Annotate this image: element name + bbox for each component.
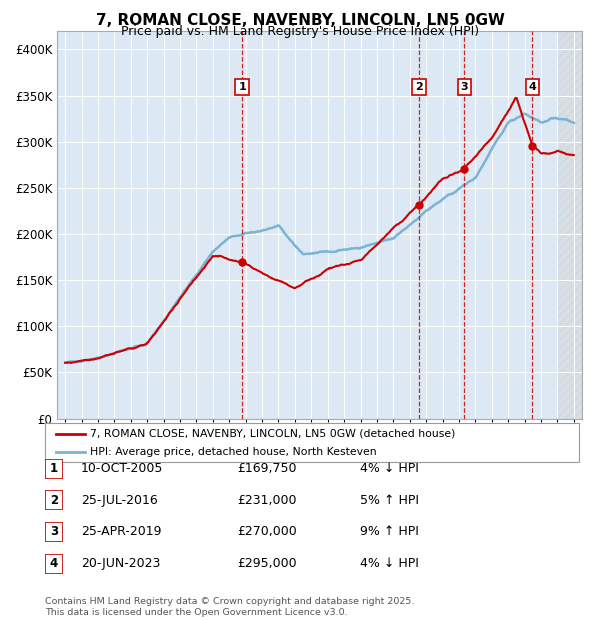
FancyBboxPatch shape bbox=[45, 423, 579, 462]
Text: 25-APR-2019: 25-APR-2019 bbox=[81, 526, 161, 538]
Text: 3: 3 bbox=[460, 82, 468, 92]
Text: £231,000: £231,000 bbox=[237, 494, 296, 507]
Text: Contains HM Land Registry data © Crown copyright and database right 2025.
This d: Contains HM Land Registry data © Crown c… bbox=[45, 598, 415, 617]
Text: 4% ↓ HPI: 4% ↓ HPI bbox=[360, 557, 419, 570]
FancyBboxPatch shape bbox=[45, 554, 63, 574]
Text: 5% ↑ HPI: 5% ↑ HPI bbox=[360, 494, 419, 507]
Text: HPI: Average price, detached house, North Kesteven: HPI: Average price, detached house, Nort… bbox=[91, 446, 377, 456]
Text: 2: 2 bbox=[415, 82, 423, 92]
Text: £295,000: £295,000 bbox=[237, 557, 296, 570]
Bar bbox=[557, 31, 582, 418]
Text: Price paid vs. HM Land Registry's House Price Index (HPI): Price paid vs. HM Land Registry's House … bbox=[121, 25, 479, 38]
FancyBboxPatch shape bbox=[45, 490, 63, 510]
Text: 1: 1 bbox=[50, 463, 58, 475]
Text: 7, ROMAN CLOSE, NAVENBY, LINCOLN, LN5 0GW: 7, ROMAN CLOSE, NAVENBY, LINCOLN, LN5 0G… bbox=[95, 13, 505, 28]
Text: 25-JUL-2016: 25-JUL-2016 bbox=[81, 494, 158, 507]
Text: £169,750: £169,750 bbox=[237, 463, 296, 475]
Text: 1: 1 bbox=[238, 82, 246, 92]
Text: 10-OCT-2005: 10-OCT-2005 bbox=[81, 463, 163, 475]
Text: 4% ↓ HPI: 4% ↓ HPI bbox=[360, 463, 419, 475]
FancyBboxPatch shape bbox=[45, 459, 63, 479]
Text: 7, ROMAN CLOSE, NAVENBY, LINCOLN, LN5 0GW (detached house): 7, ROMAN CLOSE, NAVENBY, LINCOLN, LN5 0G… bbox=[91, 429, 456, 439]
Text: £270,000: £270,000 bbox=[237, 526, 297, 538]
Text: 20-JUN-2023: 20-JUN-2023 bbox=[81, 557, 160, 570]
Text: 9% ↑ HPI: 9% ↑ HPI bbox=[360, 526, 419, 538]
Text: 4: 4 bbox=[50, 557, 58, 570]
Text: 2: 2 bbox=[50, 494, 58, 507]
Text: 3: 3 bbox=[50, 526, 58, 538]
Text: 4: 4 bbox=[529, 82, 536, 92]
FancyBboxPatch shape bbox=[45, 522, 63, 542]
